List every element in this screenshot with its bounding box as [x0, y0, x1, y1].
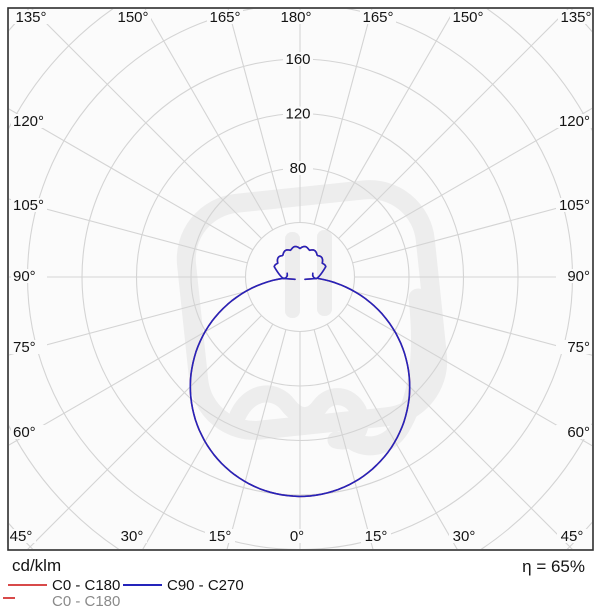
efficiency-label: η = 65% — [522, 557, 585, 576]
grid-ray — [9, 303, 254, 446]
watermark-bar-right — [317, 230, 332, 316]
angle-label-bottom-bg — [6, 529, 36, 543]
curve-c90-c270-hook-left — [283, 272, 289, 280]
angle-label-top-bg — [13, 10, 49, 24]
angle-label-top-bg — [115, 10, 151, 24]
angle-label-left: 75° — [13, 339, 36, 356]
angle-label-left: 60° — [13, 424, 36, 441]
legend-row-cutoff: C0 - C180 — [3, 593, 303, 613]
grid-ray — [144, 9, 274, 231]
angle-label-right: 120° — [559, 113, 590, 130]
units-label: cd/klm — [12, 556, 62, 575]
angle-label-right-bg — [556, 269, 592, 283]
curve-c90-c270-upper-lobe — [273, 245, 327, 281]
grid-ray — [346, 303, 592, 447]
angle-label-bottom: 15° — [365, 528, 388, 545]
angle-label-left: 105° — [13, 197, 44, 214]
legend: C0 - C180 C90 - C270 — [8, 576, 244, 594]
radial-scale-label-bg — [283, 161, 313, 175]
angle-label-bottom-bg — [557, 529, 587, 543]
polar-chart: 135° 150° 165° 180° 165° 150° 135° 120° 105° 90° 7… — [6, 7, 594, 551]
angle-label-bottom-bg — [361, 529, 391, 543]
angle-label-bottom-bg — [449, 529, 479, 543]
angle-label-left-bg — [11, 114, 47, 128]
angle-label-top: 165° — [209, 9, 240, 26]
angle-label-bottom: 45° — [561, 528, 584, 545]
angle-label-bottom: 30° — [453, 528, 476, 545]
grid-ray — [352, 198, 592, 264]
grid-ray — [31, 9, 262, 239]
angle-label-left-bg — [11, 198, 47, 212]
watermark-bar-left — [285, 232, 300, 318]
grid-ray — [326, 323, 458, 549]
radial-scale-label-bg — [283, 52, 313, 66]
angle-label-top-bg — [450, 10, 486, 24]
angle-label-right: 90° — [567, 268, 590, 285]
watermark-squiggle — [229, 385, 367, 425]
angle-label-top-bg — [558, 10, 594, 24]
angle-label-top-bg — [278, 10, 314, 24]
grid-ray — [326, 9, 456, 231]
watermark-hook — [327, 401, 369, 450]
angle-label-top: 150° — [117, 9, 148, 26]
legend-line-c90-c270 — [123, 584, 162, 586]
plot-border — [7, 7, 594, 551]
angle-label-left: 120° — [13, 113, 44, 130]
curve-c90-c270 — [189, 245, 411, 498]
angle-label-top: 150° — [452, 9, 483, 26]
grid-ray — [226, 329, 287, 549]
angle-label-bottom-bg — [282, 529, 312, 543]
radial-scale-label: 80 — [290, 160, 307, 177]
grid-ray — [313, 329, 374, 549]
angle-label-right-bg — [556, 114, 592, 128]
grid-ray — [338, 9, 569, 239]
angle-label-bottom-bg — [205, 529, 235, 543]
angle-label-bottom: 0° — [290, 528, 304, 545]
angle-label-right-bg — [556, 340, 592, 354]
grid-ray — [346, 107, 592, 251]
angle-label-bottom: 30° — [121, 528, 144, 545]
angle-label-right-bg — [556, 425, 592, 439]
curve-c90-c270-hook-right — [311, 272, 317, 280]
legend-label-cutoff: C0 - C180 — [52, 593, 121, 610]
angle-label-top-bg — [360, 10, 396, 24]
grid-ray — [142, 323, 274, 549]
angle-label-right: 105° — [559, 197, 590, 214]
legend-line-cutoff — [3, 597, 15, 599]
grid-ray — [27, 315, 262, 549]
curve-c90-c270-lower-lobe — [189, 277, 411, 498]
angle-label-top-bg — [207, 10, 243, 24]
angle-label-bottom: 15° — [209, 528, 232, 545]
grid-ray — [338, 315, 573, 549]
axis-labels: 135° 150° 165° 180° 165° 150° 135° 120° 105° 90° 7… — [6, 9, 594, 545]
angle-label-left-bg — [11, 340, 47, 354]
angle-label-right-bg — [556, 198, 592, 212]
angle-label-top: 165° — [362, 9, 393, 26]
angle-label-left: 90° — [13, 268, 36, 285]
angle-label-top: 135° — [15, 9, 46, 26]
grid-ray — [352, 290, 592, 356]
watermark-tail-right — [338, 288, 431, 456]
radial-scale-label: 120 — [285, 106, 310, 123]
radial-scale-label: 160 — [285, 51, 310, 68]
radial-scale-label-bg — [283, 106, 313, 121]
grid-ray — [313, 9, 373, 225]
angle-label-top: 135° — [560, 9, 591, 26]
angle-label-right: 60° — [567, 424, 590, 441]
legend-line-c0-c180 — [8, 584, 47, 586]
angle-label-bottom: 45° — [10, 528, 33, 545]
legend-label-c90-c270: C90 - C270 — [167, 576, 244, 594]
grid-ray — [9, 198, 248, 264]
angle-label-right: 75° — [567, 339, 590, 356]
angle-label-top: 180° — [280, 9, 311, 26]
legend-label-c0-c180: C0 - C180 — [52, 576, 121, 594]
grid-ray — [9, 290, 248, 356]
grid-ray — [227, 9, 287, 225]
grid-ray — [9, 108, 254, 251]
angle-label-left-bg — [11, 269, 47, 283]
angle-label-left-bg — [11, 425, 47, 439]
angle-label-bottom-bg — [117, 529, 147, 543]
